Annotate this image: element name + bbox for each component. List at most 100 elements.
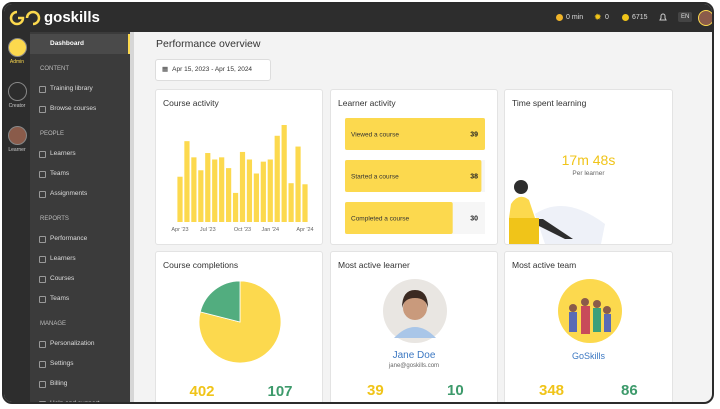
nav-icon bbox=[39, 106, 46, 113]
date-end: Apr 15, 2024 bbox=[214, 66, 253, 73]
team-stat: 86 bbox=[621, 382, 638, 399]
user-avatar[interactable] bbox=[698, 10, 712, 26]
clock-icon bbox=[556, 14, 563, 21]
bar bbox=[345, 160, 482, 192]
date-separator: - bbox=[211, 66, 214, 73]
nav-item[interactable]: Billing bbox=[30, 374, 130, 394]
bar bbox=[253, 173, 259, 222]
learner-activity-card: Learner activity Viewed a course 39 Starte… bbox=[330, 89, 498, 245]
card-title: Most active team bbox=[512, 260, 577, 270]
team-stat: 348 bbox=[539, 382, 565, 399]
nav-label: Help and support bbox=[50, 400, 100, 404]
bar bbox=[205, 153, 211, 222]
nav-item[interactable]: Teams bbox=[30, 289, 130, 309]
card-title: Course completions bbox=[163, 260, 239, 270]
nav-item[interactable]: Browse courses bbox=[30, 99, 130, 119]
x-tick-label: Apr '24 bbox=[296, 227, 313, 233]
learner-email: jane@goskills.com bbox=[388, 363, 440, 369]
x-tick-label: Apr '23 bbox=[171, 227, 188, 233]
nav-icon bbox=[39, 276, 46, 283]
nav-icon bbox=[39, 256, 46, 263]
nav-icon bbox=[39, 296, 46, 303]
bar bbox=[274, 135, 280, 222]
role-icon[interactable] bbox=[8, 126, 27, 145]
nav-label: Browse courses bbox=[50, 105, 97, 112]
nav-item[interactable]: Training library bbox=[30, 79, 130, 99]
role-icon[interactable] bbox=[8, 38, 27, 57]
learner-stat: 10 bbox=[447, 382, 464, 399]
bar bbox=[198, 170, 204, 222]
team-image bbox=[558, 279, 622, 343]
nav-icon bbox=[39, 341, 46, 348]
stars-stat: 0 bbox=[605, 14, 609, 21]
coin-icon bbox=[622, 14, 629, 21]
nav-heading: CONTENT bbox=[40, 66, 69, 72]
scrollbar[interactable] bbox=[130, 32, 134, 402]
nav-icon bbox=[39, 86, 46, 93]
card-title: Course activity bbox=[163, 98, 219, 108]
nav-item[interactable]: Learners bbox=[30, 249, 130, 269]
bar bbox=[260, 161, 266, 222]
bar bbox=[281, 125, 287, 222]
logo[interactable]: goskills bbox=[44, 9, 100, 26]
illustration bbox=[509, 180, 605, 244]
sidebar: Dashboard CONTENT Training library Browse … bbox=[30, 32, 130, 402]
nav-label: Billing bbox=[50, 380, 68, 387]
nav-label: Teams bbox=[50, 295, 70, 302]
bar bbox=[288, 183, 294, 222]
pie-chart: 402 107 bbox=[189, 280, 293, 400]
role-icon[interactable] bbox=[8, 82, 27, 101]
nav-heading: REPORTS bbox=[40, 216, 69, 222]
language-button[interactable]: EN bbox=[678, 12, 693, 22]
app-window: goskills 0 min ✹ 0 6715 EN Admin Creator L… bbox=[2, 2, 714, 404]
bar-label: Completed a course bbox=[351, 216, 410, 223]
nav-item[interactable]: Learners bbox=[30, 144, 130, 164]
nav-icon bbox=[39, 151, 46, 158]
nav-item[interactable]: Teams bbox=[30, 164, 130, 184]
nav-item[interactable]: Settings bbox=[30, 354, 130, 374]
x-tick-label: Jul '23 bbox=[200, 227, 216, 233]
bell-icon[interactable] bbox=[659, 13, 667, 22]
nav-icon bbox=[39, 191, 46, 198]
x-tick-label: Jan '24 bbox=[261, 227, 279, 233]
logo-mark bbox=[9, 10, 41, 26]
nav-icon bbox=[39, 401, 46, 402]
time-stat: 0 min bbox=[566, 14, 584, 21]
bar bbox=[177, 176, 183, 222]
nav-heading: PEOPLE bbox=[40, 131, 65, 137]
nav-label: Personalization bbox=[50, 340, 95, 347]
bar-label: Started a course bbox=[351, 174, 399, 181]
nav-icon bbox=[39, 361, 46, 368]
bar bbox=[246, 159, 253, 222]
bar bbox=[232, 192, 239, 222]
bar-value: 39 bbox=[470, 132, 478, 139]
bar bbox=[267, 159, 273, 222]
date-start: Apr 15, 2023 bbox=[172, 66, 210, 73]
nav-item[interactable]: Help and support bbox=[30, 394, 130, 404]
nav-item[interactable]: Courses bbox=[30, 269, 130, 289]
nav-item[interactable]: Performance bbox=[30, 229, 130, 249]
nav-label: Training library bbox=[50, 85, 93, 92]
completion-stat: 402 bbox=[189, 383, 214, 400]
learner-stat: 39 bbox=[367, 382, 384, 399]
team-name[interactable]: GoSkills bbox=[571, 351, 605, 361]
date-picker[interactable]: ▦ Apr 15, 2023 - Apr 15, 2024 bbox=[155, 59, 271, 81]
bar-value: 30 bbox=[470, 216, 478, 223]
learner-name[interactable]: Jane Doe bbox=[392, 350, 436, 361]
bar bbox=[345, 118, 485, 150]
nav-item[interactable]: Assignments bbox=[30, 184, 130, 204]
nav-icon bbox=[39, 236, 46, 243]
bar bbox=[191, 157, 197, 222]
nav-icon bbox=[39, 381, 46, 388]
nav-item-active[interactable]: Dashboard bbox=[30, 34, 130, 54]
coins-stat: 6715 bbox=[632, 14, 648, 21]
active-team-card: Most active team GoSkills 348 86 bbox=[504, 251, 673, 402]
nav-item[interactable]: Personalization bbox=[30, 334, 130, 354]
bar bbox=[184, 141, 190, 222]
nav-icon bbox=[39, 171, 46, 178]
card-title: Learner activity bbox=[338, 98, 396, 108]
x-tick-label: Oct '23 bbox=[234, 227, 251, 233]
nav-label: Courses bbox=[50, 275, 75, 282]
nav-heading: MANAGE bbox=[40, 321, 67, 327]
